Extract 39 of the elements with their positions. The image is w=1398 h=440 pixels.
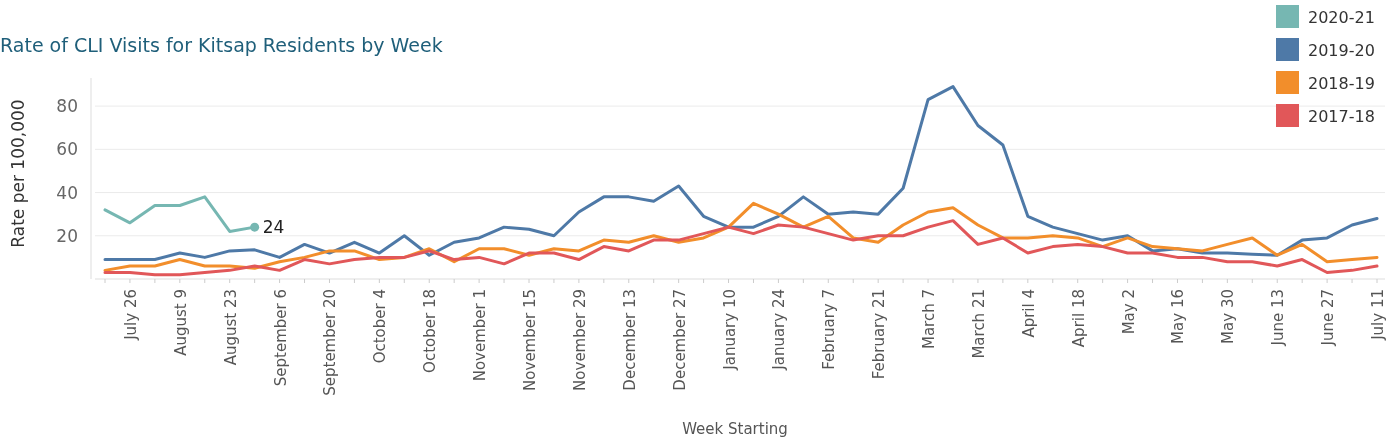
chart-title: Rate of CLI Visits for Kitsap Residents by Week <box>0 34 443 56</box>
x-tick-label: March 7 <box>920 289 939 350</box>
x-tick-label: April 4 <box>1019 289 1038 338</box>
y-tick-label: 20 <box>56 225 78 246</box>
x-tick-label: December 13 <box>620 289 639 391</box>
x-tick-label: May 2 <box>1119 289 1138 335</box>
y-tick-label: 40 <box>56 182 78 203</box>
x-tick-label: July 11 <box>1369 289 1387 341</box>
x-tick-label: November 29 <box>570 289 589 391</box>
x-tick-label: September 6 <box>271 289 290 387</box>
x-tick-label: September 20 <box>321 289 340 396</box>
legend-label: 2019-20 <box>1308 41 1375 60</box>
x-tick-label: November 1 <box>471 289 490 382</box>
x-tick-label: August 9 <box>171 289 190 356</box>
line-series <box>103 219 1379 277</box>
x-tick-label: April 18 <box>1069 289 1088 348</box>
x-tick-label: July 26 <box>121 289 140 341</box>
x-tick-label: June 13 <box>1269 289 1288 347</box>
y-axis-title: Rate per 100,000 <box>8 99 28 248</box>
x-tick-label: October 4 <box>371 289 390 364</box>
data-label: 24 <box>262 217 285 238</box>
legend-label: 2017-18 <box>1308 107 1375 126</box>
x-tick-label: October 18 <box>421 289 440 373</box>
x-tick-label: December 27 <box>670 289 689 391</box>
x-tick-label: January 10 <box>720 289 739 371</box>
x-tick-label: March 21 <box>969 289 988 359</box>
y-tick-label: 60 <box>56 139 78 160</box>
x-axis-title: Week Starting <box>682 420 788 438</box>
y-tick-label: 80 <box>56 96 78 117</box>
x-tick-label: January 24 <box>770 289 789 371</box>
x-tick-label: May 30 <box>1219 289 1238 344</box>
x-tick-label: August 23 <box>221 289 240 366</box>
x-tick-label: November 15 <box>521 289 539 391</box>
x-tick-label: May 16 <box>1169 289 1188 344</box>
x-tick-label: February 7 <box>820 289 839 370</box>
x-tick-label: June 27 <box>1319 289 1338 347</box>
legend-label: 2020-21 <box>1308 8 1375 27</box>
x-tick-label: February 21 <box>870 289 889 380</box>
legend-label: 2018-19 <box>1308 74 1375 93</box>
